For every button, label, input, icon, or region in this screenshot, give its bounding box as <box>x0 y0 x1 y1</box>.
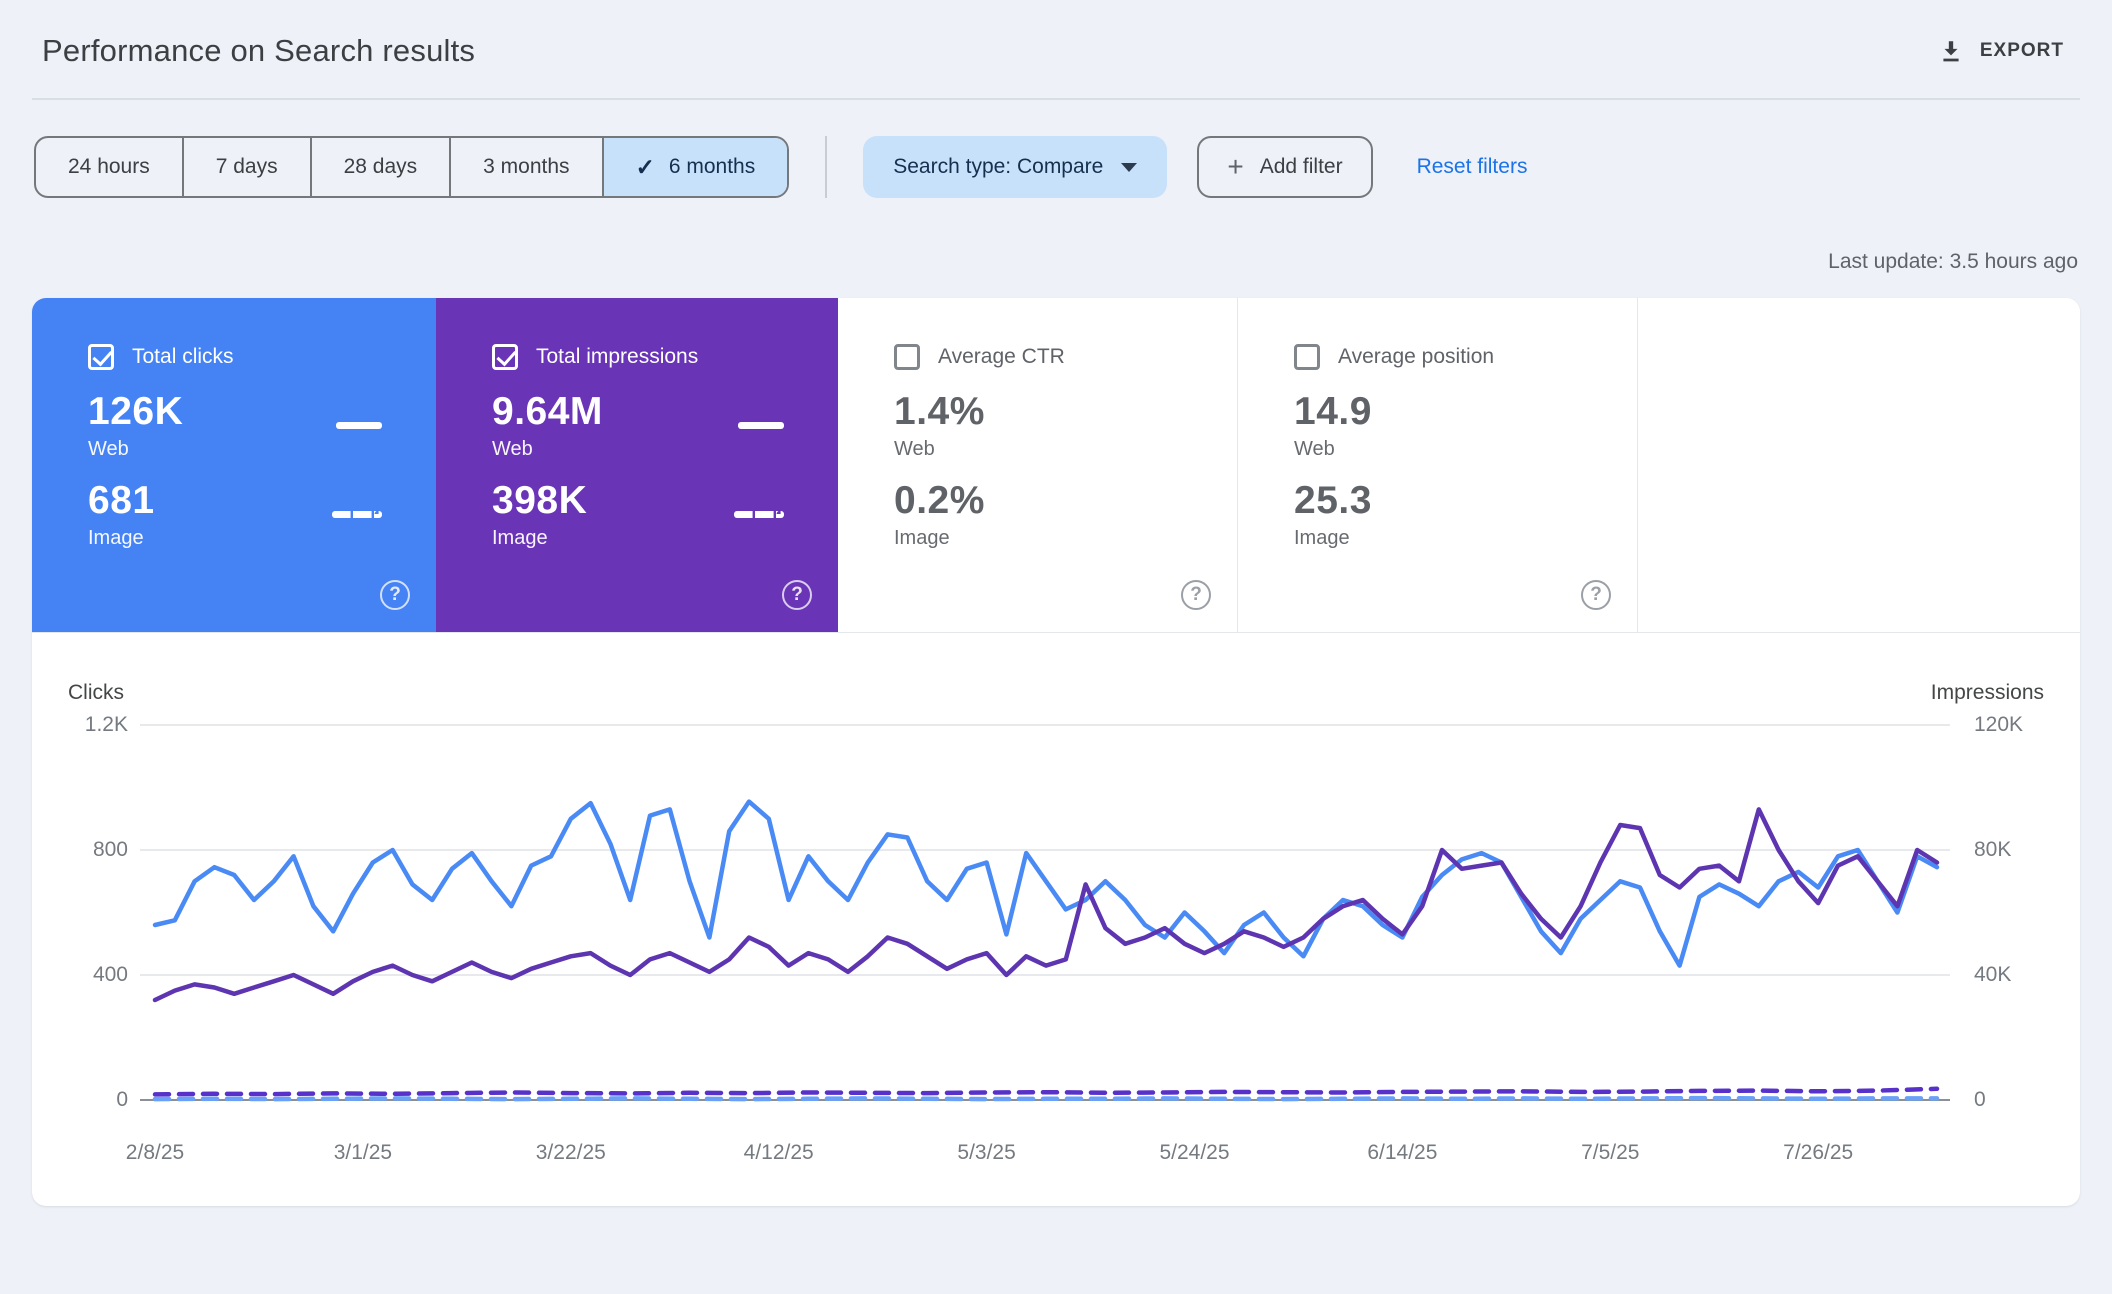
card-label: Average CTR <box>938 345 1065 368</box>
total-impressions-checkbox[interactable] <box>492 344 518 370</box>
cards-filler <box>1638 298 2080 632</box>
help-icon[interactable]: ? <box>1581 580 1611 610</box>
average-position-checkbox[interactable] <box>1294 344 1320 370</box>
image-label: Image <box>492 527 548 549</box>
left-axis-title: Clicks <box>68 681 124 704</box>
chip-label: 24 hours <box>68 155 150 178</box>
image-ctr-value: 0.2% <box>894 479 985 522</box>
export-label: EXPORT <box>1979 40 2064 61</box>
web-label: Web <box>492 438 533 460</box>
image-position-value: 25.3 <box>1294 479 1372 522</box>
help-icon[interactable]: ? <box>782 580 812 610</box>
total-impressions-card[interactable]: Total impressions 9.64M Web 398K Image <box>436 298 838 632</box>
right-axis-title: Impressions <box>1930 681 2044 704</box>
image-label: Image <box>88 527 144 549</box>
help-icon[interactable]: ? <box>380 580 410 610</box>
image-impressions-value: 398K <box>492 479 588 522</box>
help-icon[interactable]: ? <box>1181 580 1211 610</box>
card-label: Average position <box>1338 345 1495 368</box>
x-axis-tick-7/5/25: 7/5/25 <box>1581 1141 1640 1164</box>
right-axis-tick-120K: 120K <box>1974 713 2024 736</box>
check-icon: ✓ <box>635 153 655 180</box>
chip-label: 6 months <box>668 155 756 178</box>
caret-down-icon <box>1121 162 1138 172</box>
x-axis-tick-4/12/25: 4/12/25 <box>743 1141 814 1164</box>
right-axis-tick-80K: 80K <box>1974 838 2012 861</box>
web-ctr-value: 1.4% <box>894 390 985 433</box>
add-filter-button[interactable]: + Add filter <box>1197 136 1373 198</box>
chip-label: 3 months <box>483 155 570 178</box>
web-label: Web <box>894 438 935 460</box>
performance-chart-svg[interactable] <box>140 724 1950 1105</box>
header-divider <box>32 98 2080 100</box>
image-series-dash <box>734 511 784 518</box>
series-web-clicks <box>152 799 1940 968</box>
card-label: Total clicks <box>132 345 234 368</box>
date-range-28-days[interactable]: 28 days <box>309 138 450 196</box>
filter-bar: 24 hours 7 days 28 days 3 months ✓ 6 mon… <box>32 136 2080 198</box>
x-axis-tick-5/24/25: 5/24/25 <box>1159 1141 1230 1164</box>
add-filter-label: Add filter <box>1259 155 1343 178</box>
average-ctr-card[interactable]: Average CTR 1.4% Web 0.2% Image <box>838 298 1238 632</box>
reset-filters-link[interactable]: Reset filters <box>1416 155 1528 178</box>
web-series-dash <box>336 422 382 429</box>
date-range-3-months[interactable]: 3 months <box>449 138 601 196</box>
left-axis-tick-400: 400 <box>92 963 128 986</box>
right-axis-tick-0: 0 <box>1974 1088 1986 1111</box>
series-image-clicks <box>152 1095 1940 1102</box>
image-series-dash <box>332 511 382 518</box>
download-icon <box>1938 38 1964 64</box>
x-axis-tick-7/26/25: 7/26/25 <box>1783 1141 1854 1164</box>
left-axis-tick-800: 800 <box>92 838 128 861</box>
export-button[interactable]: EXPORT <box>1932 30 2070 72</box>
date-range-24-hours[interactable]: 24 hours <box>36 138 182 196</box>
page-header: Performance on Search results EXPORT <box>32 0 2080 98</box>
series-web-impressions <box>152 807 1940 1003</box>
search-type-dropdown[interactable]: Search type: Compare <box>863 136 1168 198</box>
page-title: Performance on Search results <box>42 33 476 68</box>
chip-label: 28 days <box>343 155 418 178</box>
right-axis-tick-40K: 40K <box>1974 963 2012 986</box>
performance-chart: Clicks Impressions 0 400 800 1.2K 0 40K 80K 120… <box>32 633 2080 1205</box>
search-type-label: Search type: Compare <box>893 155 1104 178</box>
web-clicks-value: 126K <box>88 390 184 433</box>
last-update-text: Last update: 3.5 hours ago <box>1828 250 2078 273</box>
performance-panel: Total clicks 126K Web 681 Image <box>32 298 2080 1206</box>
image-label: Image <box>1294 527 1350 549</box>
left-axis-tick-1.2K: 1.2K <box>84 713 128 736</box>
x-axis-tick-6/14/25: 6/14/25 <box>1367 1141 1438 1164</box>
average-ctr-checkbox[interactable] <box>894 344 920 370</box>
date-range-chip-group: 24 hours 7 days 28 days 3 months ✓ 6 mon… <box>34 136 790 198</box>
date-range-6-months[interactable]: ✓ 6 months <box>601 138 788 196</box>
date-range-7-days[interactable]: 7 days <box>181 138 310 196</box>
web-series-dash <box>738 422 784 429</box>
x-axis-tick-3/22/25: 3/22/25 <box>535 1141 606 1164</box>
total-clicks-checkbox[interactable] <box>88 344 114 370</box>
average-position-card[interactable]: Average position 14.9 Web 25.3 Image <box>1238 298 1638 632</box>
web-impressions-value: 9.64M <box>492 390 603 433</box>
left-axis-tick-0: 0 <box>116 1088 128 1111</box>
total-clicks-card[interactable]: Total clicks 126K Web 681 Image <box>32 298 436 632</box>
image-label: Image <box>894 527 950 549</box>
web-label: Web <box>1294 438 1335 460</box>
x-axis-tick-2/8/25: 2/8/25 <box>125 1141 185 1164</box>
web-label: Web <box>88 438 129 460</box>
image-clicks-value: 681 <box>88 479 155 522</box>
x-axis-tick-3/1/25: 3/1/25 <box>333 1141 393 1164</box>
x-axis-tick-5/3/25: 5/3/25 <box>957 1141 1016 1164</box>
series-image-impressions <box>152 1086 1940 1097</box>
card-label: Total impressions <box>536 345 699 368</box>
chip-label: 7 days <box>215 155 278 178</box>
metric-cards-row: Total clicks 126K Web 681 Image <box>32 298 2080 633</box>
filter-separator <box>825 136 828 198</box>
plus-icon: + <box>1227 151 1244 182</box>
web-position-value: 14.9 <box>1294 390 1372 433</box>
